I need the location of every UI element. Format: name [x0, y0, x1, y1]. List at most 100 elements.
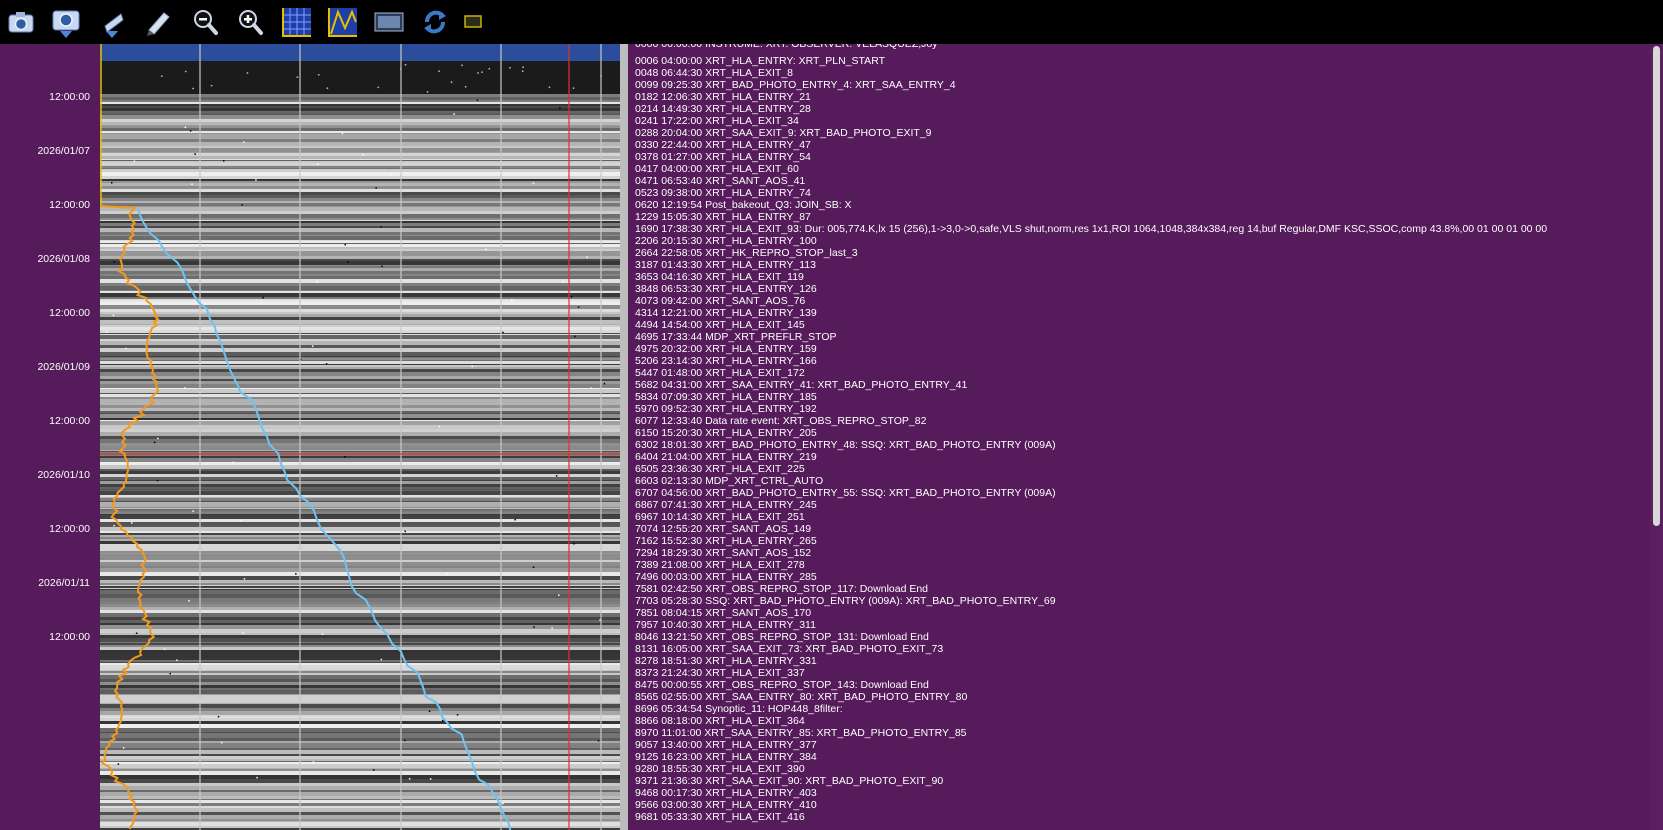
speckle: [133, 160, 136, 162]
log-line[interactable]: 9057 13:40:00 XRT_HLA_ENTRY_377: [635, 739, 817, 751]
log-line[interactable]: 8970 11:01:00 XRT_SAA_ENTRY_85: XRT_BAD_…: [635, 727, 967, 739]
log-line[interactable]: 5447 01:48:00 XRT_HLA_EXIT_172: [635, 367, 805, 379]
log-line[interactable]: 9468 00:17:30 XRT_HLA_ENTRY_403: [635, 787, 817, 799]
log-line[interactable]: 0523 09:38:00 XRT_HLA_ENTRY_74: [635, 187, 811, 199]
log-line[interactable]: 5206 23:14:30 XRT_HLA_ENTRY_166: [635, 355, 817, 367]
log-line[interactable]: 3187 01:43:30 XRT_HLA_ENTRY_113: [635, 259, 816, 271]
log-line[interactable]: 4494 14:54:00 XRT_HLA_EXIT_145: [635, 319, 805, 331]
refresh-button[interactable]: [418, 4, 452, 40]
data-band: [100, 207, 620, 211]
log-line[interactable]: 8565 02:55:00 XRT_SAA_ENTRY_80: XRT_BAD_…: [635, 691, 968, 703]
log-line[interactable]: 0620 12:19:54 Post_bakeout_Q3: JOIN_SB: …: [635, 199, 852, 211]
log-scrollbar[interactable]: [1650, 44, 1663, 830]
log-line[interactable]: 0241 17:22:00 XRT_HLA_EXIT_34: [635, 115, 799, 127]
log-line[interactable]: 8373 21:24:30 XRT_HLA_EXIT_337: [635, 667, 805, 679]
data-band: [100, 533, 620, 535]
data-band: [100, 812, 620, 815]
log-line[interactable]: 1690 17:38:30 XRT_HLA_EXIT_93: Dur: 005,…: [635, 223, 1548, 235]
log-line[interactable]: 1229 15:05:30 XRT_HLA_ENTRY_87: [635, 211, 811, 223]
log-line[interactable]: 0048 06:44:30 XRT_HLA_EXIT_8: [635, 67, 793, 79]
log-line[interactable]: 3653 04:16:30 XRT_HLA_EXIT_119: [635, 271, 804, 283]
log-line[interactable]: 7957 10:40:30 XRT_HLA_ENTRY_311: [635, 619, 816, 631]
zoom-out-button[interactable]: [188, 4, 222, 40]
log-line[interactable]: 0288 20:04:00 XRT_SAA_EXIT_9: XRT_BAD_PH…: [635, 127, 932, 139]
log-line[interactable]: 6404 21:04:00 XRT_HLA_ENTRY_219: [635, 451, 817, 463]
camera-download-button[interactable]: [49, 4, 83, 40]
data-band: [100, 352, 620, 356]
log-line[interactable]: 8046 13:21:50 XRT_OBS_REPRO_STOP_131: Do…: [635, 631, 929, 643]
log-line[interactable]: 4975 20:32:00 XRT_HLA_ENTRY_159: [635, 343, 817, 355]
log-line[interactable]: 0330 22:44:00 XRT_HLA_ENTRY_47: [635, 139, 811, 151]
log-line[interactable]: 4695 17:33:44 MDP_XRT_PREFLR_STOP: [635, 331, 837, 343]
data-band: [100, 638, 620, 642]
camera-button[interactable]: [4, 4, 38, 40]
log-line[interactable]: 0182 12:06:30 XRT_HLA_ENTRY_21: [635, 91, 811, 103]
data-band: [100, 348, 620, 352]
log-line[interactable]: 9681 05:33:30 XRT_HLA_EXIT_416: [635, 811, 805, 823]
speckle: [156, 479, 159, 482]
log-line[interactable]: 0214 14:49:30 XRT_HLA_ENTRY_28: [635, 103, 811, 115]
speckle: [428, 710, 431, 712]
log-line[interactable]: 7851 08:04:15 XRT_SANT_AOS_170: [635, 607, 812, 619]
rotate-down-button[interactable]: [95, 4, 129, 40]
plot-separator[interactable]: [620, 44, 628, 830]
log-line[interactable]: 2664 22:58:05 XRT_HK_REPRO_STOP_last_3: [635, 247, 858, 259]
data-band: [100, 728, 620, 732]
log-line[interactable]: 7294 18:29:30 XRT_SANT_AOS_152: [635, 547, 812, 559]
log-line[interactable]: 9280 18:55:30 XRT_HLA_EXIT_390: [635, 763, 805, 775]
log-line[interactable]: 6077 12:33:40 Data rate event: XRT_OBS_R…: [635, 415, 927, 427]
grid-button[interactable]: [280, 4, 314, 40]
data-band: [100, 119, 620, 122]
log-line[interactable]: 6302 18:01:30 XRT_BAD_PHOTO_ENTRY_48: SS…: [635, 439, 1056, 451]
log-line[interactable]: 0378 01:27:00 XRT_HLA_ENTRY_54: [635, 151, 811, 163]
log-line[interactable]: 6505 23:36:30 XRT_HLA_EXIT_225: [635, 463, 805, 475]
zoom-in-button[interactable]: [233, 4, 267, 40]
log-line[interactable]: 5834 07:09:30 XRT_HLA_ENTRY_185: [635, 391, 817, 403]
log-line[interactable]: 4073 09:42:00 XRT_SANT_AOS_76: [635, 295, 806, 307]
log-line[interactable]: 8278 18:51:30 XRT_HLA_ENTRY_331: [635, 655, 817, 667]
data-band: [100, 94, 620, 97]
log-line[interactable]: 9125 16:23:00 XRT_HLA_ENTRY_384: [635, 751, 817, 763]
log-line[interactable]: 7496 00:03:00 XRT_HLA_ENTRY_285: [635, 571, 817, 583]
zigzag-button[interactable]: [326, 4, 360, 40]
log-line[interactable]: 7074 12:55:20 XRT_SANT_AOS_149: [635, 523, 812, 535]
speckle: [111, 182, 113, 184]
log-line[interactable]: 7703 05:28:30 SSQ: XRT_BAD_PHOTO_ENTRY (…: [635, 595, 1056, 607]
speckle: [117, 763, 120, 765]
log-line[interactable]: 6603 02:13:30 MDP_XRT_CTRL_AUTO: [635, 475, 824, 487]
log-line[interactable]: 6707 04:56:00 XRT_BAD_PHOTO_ENTRY_55: SS…: [635, 487, 1056, 499]
data-band: [100, 660, 620, 662]
log-line[interactable]: 9566 03:00:30 XRT_HLA_ENTRY_410: [635, 799, 817, 811]
log-line[interactable]: 6150 15:20:30 XRT_HLA_ENTRY_205: [635, 427, 817, 439]
log-line[interactable]: 0471 06:53:40 XRT_SANT_AOS_41: [635, 175, 806, 187]
data-band: [100, 274, 620, 276]
speckle: [312, 761, 315, 763]
log-line[interactable]: 7162 15:52:30 XRT_HLA_ENTRY_265: [635, 535, 817, 547]
log-line[interactable]: 8696 05:34:54 Synoptic_11: HOP448_8filte…: [635, 703, 843, 715]
image-frame-button[interactable]: [372, 4, 406, 40]
log-line[interactable]: 5682 04:31:00 XRT_SAA_ENTRY_41: XRT_BAD_…: [635, 379, 968, 391]
data-band: [100, 510, 620, 512]
log-line[interactable]: 0417 04:00:00 XRT_HLA_EXIT_60: [635, 163, 799, 175]
log-line[interactable]: 8131 16:05:00 XRT_SAA_EXIT_73: XRT_BAD_P…: [635, 643, 944, 655]
log-line[interactable]: 3848 06:53:30 XRT_HLA_ENTRY_126: [635, 283, 817, 295]
speckle: [404, 530, 406, 533]
log-line[interactable]: 6967 10:14:30 XRT_HLA_EXIT_251: [635, 511, 805, 523]
plot-canvas[interactable]: [100, 44, 620, 830]
log-scrollbar-thumb[interactable]: [1653, 46, 1660, 526]
pen-button[interactable]: [140, 4, 174, 40]
time-plot[interactable]: [100, 44, 620, 830]
log-line[interactable]: 9371 21:36:30 XRT_SAA_EXIT_90: XRT_BAD_P…: [635, 775, 944, 787]
log-line[interactable]: 4314 12:21:00 XRT_HLA_ENTRY_139: [635, 307, 817, 319]
log-line[interactable]: 8475 00:00:55 XRT_OBS_REPRO_STOP_143: Do…: [635, 679, 929, 691]
yellow-box-button[interactable]: [456, 4, 490, 40]
log-line[interactable]: 5970 09:52:30 XRT_HLA_ENTRY_192: [635, 403, 817, 415]
log-line[interactable]: 7581 02:42:50 XRT_OBS_REPRO_STOP_117: Do…: [635, 583, 929, 595]
log-line[interactable]: 6867 07:41:30 XRT_HLA_ENTRY_245: [635, 499, 817, 511]
log-line[interactable]: 0006 04:00:00 XRT_HLA_ENTRY: XRT_PLN_STA…: [635, 55, 885, 67]
data-band: [100, 617, 620, 620]
log-line[interactable]: 0099 09:25:30 XRT_BAD_PHOTO_ENTRY_4: XRT…: [635, 79, 956, 91]
log-line[interactable]: 8866 08:18:00 XRT_HLA_EXIT_364: [635, 715, 805, 727]
log-line[interactable]: 7389 21:08:00 XRT_HLA_EXIT_278: [635, 559, 805, 571]
log-line[interactable]: 2206 20:15:30 XRT_HLA_ENTRY_100: [635, 235, 817, 247]
